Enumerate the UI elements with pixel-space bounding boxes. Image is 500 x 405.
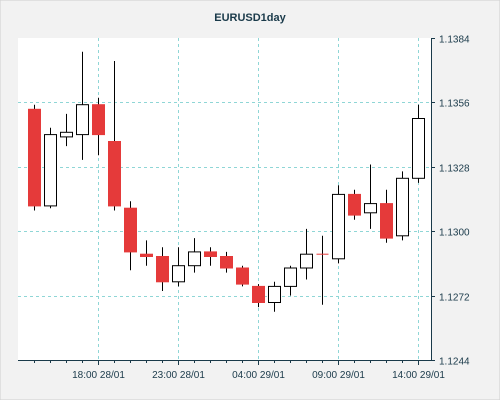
- candle-down: [236, 265, 249, 287]
- candle-body: [188, 251, 201, 267]
- candle-up: [364, 164, 377, 229]
- candle-up: [188, 238, 201, 273]
- candle-body: [268, 285, 281, 303]
- candle-up: [316, 235, 329, 305]
- y-tick-label: 1.1300: [439, 228, 470, 239]
- candle-down: [28, 104, 41, 211]
- candle-down: [252, 284, 265, 308]
- grid-lines: [18, 38, 431, 360]
- chart-title: EURUSD1day: [214, 12, 286, 24]
- candle-down: [348, 189, 361, 220]
- candles: [28, 51, 425, 312]
- candle-down: [92, 97, 105, 156]
- candle-body: [284, 267, 297, 287]
- axes: [18, 38, 435, 365]
- candle-body: [124, 207, 137, 253]
- candle-body: [92, 104, 105, 136]
- candle-up: [76, 51, 89, 160]
- x-tick-label: 09:00 29/01: [312, 370, 365, 381]
- candle-down: [140, 240, 153, 266]
- candle-up: [396, 171, 409, 241]
- candle-body: [220, 256, 233, 269]
- y-axis-labels: 1.1384 1.1356 1.1328 1.1300 1.1272 1.1244: [439, 35, 470, 368]
- y-tick-label: 1.1244: [439, 357, 470, 368]
- candle-down: [156, 247, 169, 291]
- candle-body: [332, 193, 345, 260]
- x-tick-label: 14:00 29/01: [392, 370, 445, 381]
- candle-body: [300, 253, 313, 269]
- x-tick-label: 18:00 28/01: [72, 370, 125, 381]
- candle-down: [220, 251, 233, 273]
- y-tick-label: 1.1384: [439, 35, 470, 46]
- candle-body: [172, 265, 185, 283]
- candle-body: [364, 203, 377, 214]
- candle-body: [108, 141, 121, 207]
- candle-body: [236, 267, 249, 285]
- candle-up: [332, 185, 345, 264]
- y-tick-label: 1.1328: [439, 164, 470, 175]
- candle-body: [60, 131, 73, 138]
- candle-body: [252, 285, 265, 303]
- candle-up: [412, 104, 425, 183]
- candle-body: [380, 203, 393, 239]
- candle-up: [300, 228, 313, 280]
- candle-body: [44, 134, 57, 207]
- candle-down: [204, 247, 217, 266]
- candle-body: [348, 193, 361, 216]
- candle-up: [60, 113, 73, 147]
- y-tick-label: 1.1272: [439, 293, 470, 304]
- candle-body: [156, 256, 169, 283]
- candle-up: [172, 247, 185, 287]
- candle-up: [284, 265, 297, 296]
- candle-up: [268, 281, 281, 312]
- candle-body: [76, 104, 89, 136]
- candle-down: [124, 201, 137, 271]
- candle-down: [108, 61, 121, 211]
- x-tick-label: 23:00 28/01: [152, 370, 205, 381]
- candle-body: [204, 251, 217, 257]
- candle-body: [396, 177, 409, 237]
- candle-body: [140, 253, 153, 257]
- x-axis-labels: 18:00 28/01 23:00 28/01 04:00 29/01 09:00 2…: [72, 370, 445, 381]
- candle-up: [44, 127, 57, 209]
- plot-area: [18, 38, 431, 360]
- y-tick-label: 1.1356: [439, 99, 470, 110]
- x-tick-label: 04:00 29/01: [232, 370, 285, 381]
- candle-body: [412, 118, 425, 179]
- candle-down: [380, 189, 393, 243]
- candle-body: [28, 108, 41, 207]
